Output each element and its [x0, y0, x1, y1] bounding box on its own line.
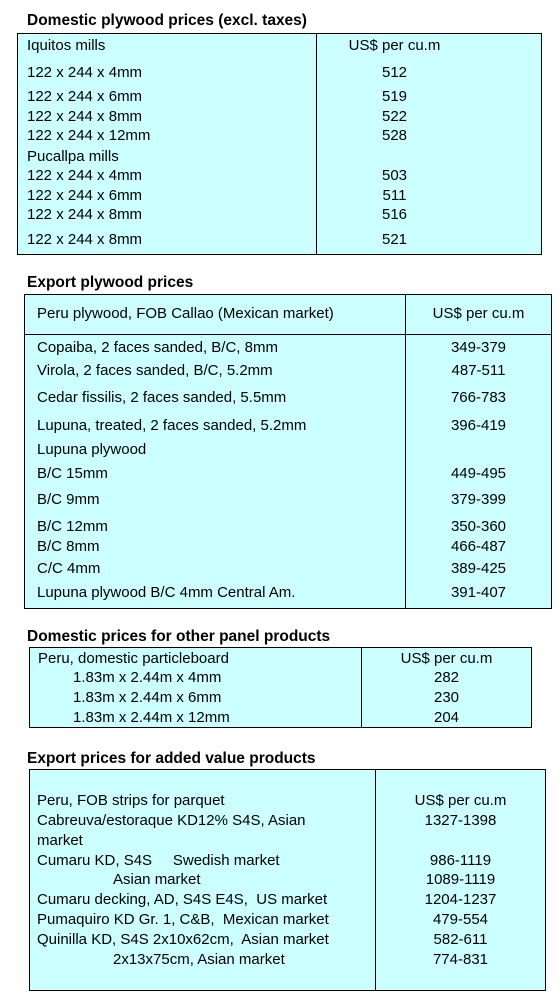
row-label: Quinilla KD, S4S 2x10x62cm, Asian market	[37, 931, 329, 948]
added-value-table: Peru, FOB strips for parquet US$ per cu.…	[29, 769, 546, 991]
row-value: 774-831	[432, 951, 489, 968]
row-value: 528	[381, 127, 408, 144]
row-label: 2x13x75cm, Asian market	[113, 951, 285, 968]
row-label: Cumaru decking, AD, S4S E4S, US market	[37, 891, 328, 908]
column-divider	[375, 770, 376, 990]
table-header-unit: US$ per cu.m	[432, 305, 525, 322]
row-value: 503	[381, 167, 408, 184]
row-value: 204	[433, 709, 460, 726]
row-label: Cumaru KD, S4S Swedish market	[37, 852, 280, 869]
row-value: 449-495	[450, 465, 507, 482]
row-value: 349-379	[450, 339, 507, 356]
row-label: Cabreuva/estoraque KD12% S4S, Asian	[37, 812, 306, 829]
row-label: 122 x 244 x 4mm	[27, 167, 143, 184]
table-header-unit: US$ per cu.m	[348, 37, 441, 54]
row-value: 466-487	[450, 538, 507, 555]
row-label: Lupuna, treated, 2 faces sanded, 5.2mm	[37, 417, 307, 434]
section-title-other-panel: Domestic prices for other panel products	[27, 628, 331, 645]
row-value: 511	[382, 187, 407, 204]
row-value: 986-1119	[429, 852, 492, 869]
row-value: 230	[433, 689, 460, 706]
row-label: Lupuna plywood	[37, 441, 147, 458]
row-label: 122 x 244 x 4mm	[27, 64, 143, 81]
row-label: 1.83m x 2.44m x 12mm	[73, 709, 230, 726]
table-header-label: Peru plywood, FOB Callao (Mexican market…	[37, 305, 334, 322]
row-label: 122 x 244 x 6mm	[27, 88, 143, 105]
row-value: 1327-1398	[424, 812, 497, 829]
domestic-plywood-table: Iquitos mills US$ per cu.m 122 x 244 x 4…	[17, 33, 542, 255]
row-label: B/C 8mm	[37, 538, 100, 555]
row-label: B/C 9mm	[37, 491, 100, 508]
row-label: 122 x 244 x 8mm	[27, 206, 143, 223]
row-label: Pumaquiro KD Gr. 1, C&B, Mexican market	[37, 911, 329, 928]
table-header-label: Peru, FOB strips for parquet	[37, 792, 225, 809]
section-title-export-plywood: Export plywood prices	[27, 274, 194, 291]
row-value: 519	[381, 88, 408, 105]
row-value: 521	[381, 231, 408, 248]
row-value: 1089-1119	[425, 871, 496, 888]
row-value: 479-554	[432, 911, 489, 928]
row-value: 350-360	[450, 518, 507, 535]
row-value: 1204-1237	[424, 891, 497, 908]
row-value: 282	[433, 669, 460, 686]
row-label: B/C 15mm	[37, 465, 108, 482]
row-value: 487-511	[451, 362, 506, 379]
row-label: 122 x 244 x 8mm	[27, 231, 143, 248]
row-label: B/C 12mm	[37, 518, 108, 535]
row-label: 1.83m x 2.44m x 4mm	[73, 669, 222, 686]
row-value: 389-425	[450, 560, 507, 577]
row-label: 122 x 244 x 8mm	[27, 108, 143, 125]
row-label: C/C 4mm	[37, 560, 101, 577]
table-header-label: Peru, domestic particleboard	[38, 650, 229, 667]
row-label: 1.83m x 2.44m x 6mm	[73, 689, 222, 706]
row-label: 122 x 244 x 12mm	[27, 127, 151, 144]
row-value: 582-611	[433, 931, 488, 948]
table-header-unit: US$ per cu.m	[400, 650, 493, 667]
row-label: Lupuna plywood B/C 4mm Central Am.	[37, 584, 296, 601]
row-value: 379-399	[450, 491, 507, 508]
column-divider	[316, 34, 317, 254]
row-label: market	[37, 832, 83, 849]
row-label: Virola, 2 faces sanded, B/C, 5.2mm	[37, 362, 273, 379]
table-header-unit: US$ per cu.m	[414, 792, 507, 809]
table-header-label: Iquitos mills	[27, 37, 106, 54]
row-label: 122 x 244 x 6mm	[27, 187, 143, 204]
row-label: Pucallpa mills	[27, 148, 119, 165]
row-value: 391-407	[450, 584, 507, 601]
export-plywood-table: Peru plywood, FOB Callao (Mexican market…	[24, 294, 552, 609]
section-title-domestic-plywood: Domestic plywood prices (excl. taxes)	[27, 12, 307, 29]
other-panel-table: Peru, domestic particleboard US$ per cu.…	[29, 647, 532, 728]
section-title-added-value: Export prices for added value products	[27, 750, 316, 767]
column-divider	[361, 648, 362, 727]
column-divider	[405, 295, 406, 608]
row-value: 766-783	[450, 389, 507, 406]
row-value: 512	[381, 64, 408, 81]
row-value: 396-419	[450, 417, 507, 434]
row-label: Cedar fissilis, 2 faces sanded, 5.5mm	[37, 389, 287, 406]
row-label: Asian market	[113, 871, 201, 888]
row-label: Copaiba, 2 faces sanded, B/C, 8mm	[37, 339, 278, 356]
row-value: 516	[381, 206, 408, 223]
header-divider	[25, 334, 551, 335]
row-value: 522	[381, 108, 408, 125]
